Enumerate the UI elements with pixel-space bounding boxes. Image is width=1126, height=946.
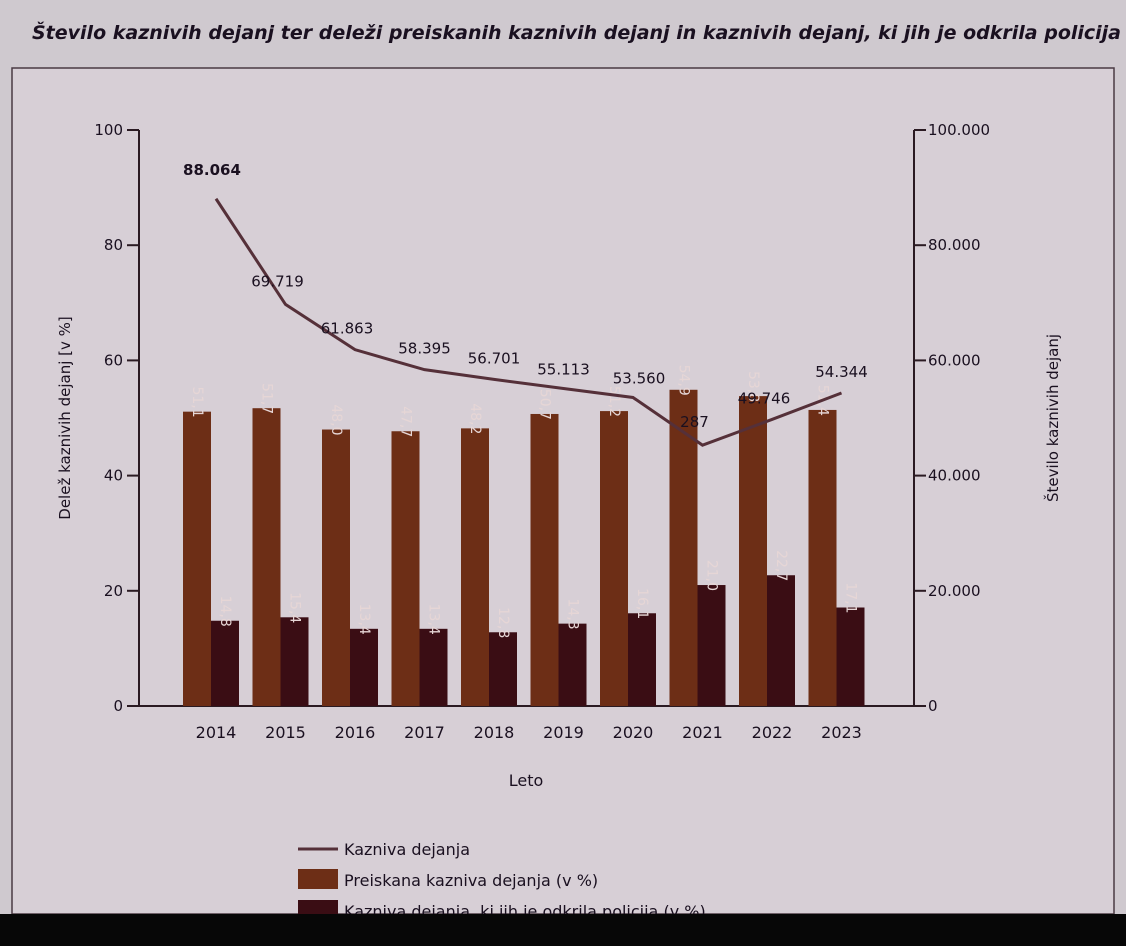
x-tick-label-2021: 2021 (682, 723, 723, 742)
y-axis-title-right: Število kaznivih dejanj (1043, 334, 1062, 502)
x-tick-label-2016: 2016 (335, 723, 376, 742)
line-label-2016: 61.863 (321, 320, 374, 338)
bar-preiskana-2014 (183, 411, 211, 706)
line-label-2022: 49.746 (738, 389, 791, 407)
line-label-2019: 55.113 (537, 361, 590, 379)
x-tick-label-2019: 2019 (543, 723, 584, 742)
y-tick-label-left: 0 (113, 697, 123, 715)
bar-label-preiskana-2014: 51,1 (189, 386, 205, 417)
y-tick-label-left: 100 (94, 121, 123, 139)
bar-preiskana-2017 (391, 431, 420, 706)
x-tick-label-2020: 2020 (613, 723, 654, 742)
x-axis-title: Leto (509, 771, 544, 790)
bar-preiskana-2019 (530, 413, 559, 706)
legend-label-0: Kazniva dejanja (344, 840, 470, 859)
bar-label-preiskana-2016: 48,0 (328, 404, 344, 435)
bar-policija-2023 (836, 607, 865, 706)
line-label-2015: 69.719 (251, 272, 304, 290)
bar-preiskana-2023 (808, 409, 837, 706)
bar-label-policija-2021: 21,0 (704, 560, 720, 591)
x-tick-label-2014: 2014 (196, 723, 237, 742)
y-tick-label-right: 60.000 (928, 351, 981, 369)
bar-policija-2015 (280, 617, 309, 706)
x-tick-label-2023: 2023 (821, 723, 862, 742)
bar-label-preiskana-2017: 47,7 (398, 406, 414, 437)
y-tick-label-left: 40 (104, 467, 123, 485)
line-label-2020: 53.560 (613, 369, 666, 387)
bar-policija-2019 (558, 623, 587, 706)
y-tick-label-right: 20.000 (928, 582, 981, 600)
x-tick-label-2017: 2017 (404, 723, 445, 742)
chart-title: Število kaznivih dejanj ter deleži preis… (32, 22, 1122, 44)
y-tick-label-right: 40.000 (928, 467, 981, 485)
line-label-2023: 54.344 (815, 363, 868, 381)
bar-preiskana-2022 (739, 396, 767, 706)
x-tick-label-2022: 2022 (752, 723, 793, 742)
bar-policija-2020 (628, 613, 656, 706)
bar-label-policija-2023: 17,1 (843, 582, 859, 613)
line-label-2017: 58.395 (398, 340, 451, 358)
footer-bar (0, 914, 1126, 946)
bar-label-policija-2022: 22,7 (773, 550, 789, 581)
line-label-2014: 88.064 (183, 161, 241, 179)
bar-policija-2014 (211, 620, 239, 706)
y-tick-label-left: 60 (104, 351, 123, 369)
bar-preiskana-2018 (461, 428, 489, 706)
bar-preiskana-2016 (322, 429, 350, 706)
bar-preiskana-2020 (600, 411, 628, 706)
y-tick-label-right: 80.000 (928, 236, 981, 254)
plot-panel (11, 67, 1115, 915)
y-tick-label-left: 80 (104, 236, 123, 254)
legend-label-1: Preiskana kazniva dejanja (v %) (344, 871, 598, 890)
bar-label-policija-2020: 16,1 (634, 588, 650, 619)
bar-label-preiskana-2019: 50,7 (537, 389, 553, 420)
bar-label-policija-2019: 14,3 (565, 598, 581, 629)
bar-label-policija-2017: 13,4 (426, 604, 442, 635)
bar-label-preiskana-2015: 51,7 (259, 383, 275, 414)
line-label-2021: 287 (680, 413, 709, 431)
y-axis-title-left: Delež kaznivih dejanj [v %] (56, 316, 74, 519)
line-kazniva-dejanja (214, 197, 843, 447)
bar-label-preiskana-2018: 48,2 (467, 403, 483, 434)
bar-preiskana-2021 (669, 389, 698, 706)
bar-preiskana-2015 (252, 408, 281, 706)
bar-label-policija-2018: 12,8 (495, 607, 511, 638)
line-label-2018: 56.701 (468, 349, 521, 367)
bar-label-preiskana-2020: 51,2 (606, 386, 622, 417)
bar-policija-2021 (697, 585, 726, 706)
y-tick-label-right: 100.000 (928, 121, 990, 139)
x-tick-label-2018: 2018 (474, 723, 515, 742)
y-tick-label-right: 0 (928, 697, 938, 715)
bar-label-preiskana-2022: 53,8 (745, 371, 761, 402)
y-tick-label-left: 20 (104, 582, 123, 600)
legend-swatch-preiskana (298, 869, 338, 889)
bar-label-preiskana-2021: 54,9 (676, 365, 692, 396)
bar-policija-2022 (767, 575, 795, 706)
bar-policija-2016 (350, 628, 378, 706)
bar-label-policija-2014: 14,8 (217, 596, 233, 627)
bar-label-policija-2015: 15,4 (287, 592, 303, 623)
bar-policija-2017 (419, 628, 448, 706)
x-tick-label-2015: 2015 (265, 723, 306, 742)
bar-policija-2018 (489, 632, 517, 706)
bar-label-policija-2016: 13,4 (356, 604, 372, 635)
